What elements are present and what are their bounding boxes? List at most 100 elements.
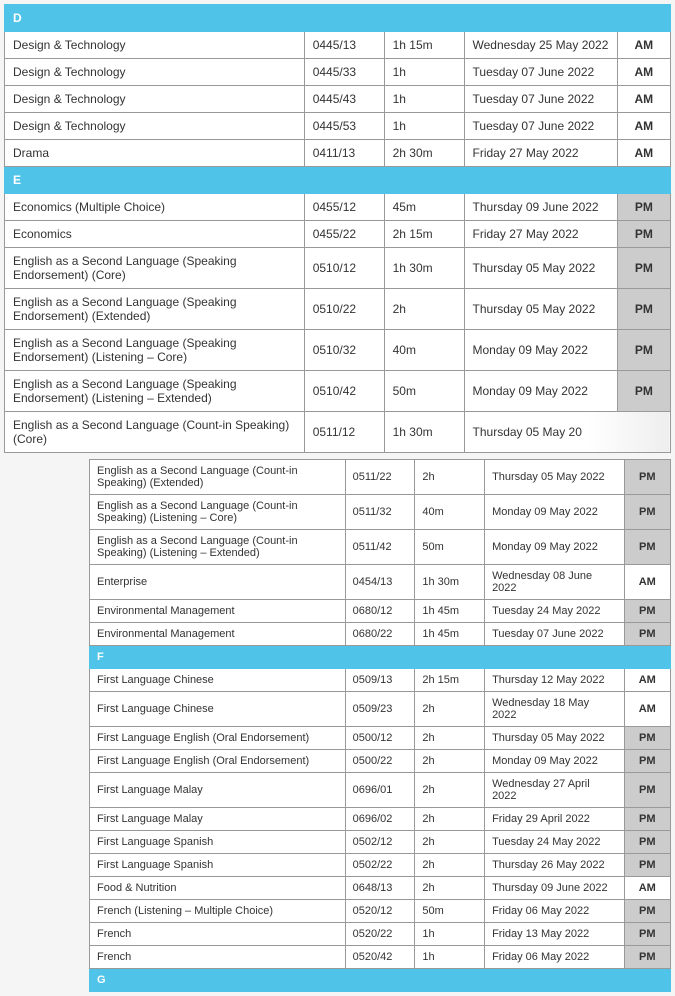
cell-subject: English as a Second Language (Speaking E…: [5, 248, 305, 289]
cell-date: Thursday 05 May 2022: [464, 248, 617, 289]
cell-subject: Environmental Management: [90, 623, 346, 646]
cell-date: Thursday 05 May 2022: [485, 727, 624, 750]
cell-duration: 1h: [415, 946, 485, 969]
cell-code: 0696/02: [345, 808, 415, 831]
cell-session: PM: [624, 773, 671, 808]
cell-date: Monday 09 May 2022: [464, 371, 617, 412]
table-row: First Language Malay0696/012hWednesday 2…: [90, 773, 671, 808]
cell-subject: French: [90, 923, 346, 946]
cell-duration: 45m: [384, 194, 464, 221]
cell-session: AM: [624, 692, 671, 727]
cell-session: AM: [617, 113, 670, 140]
cell-session: AM: [624, 877, 671, 900]
cell-subject: Food & Nutrition: [90, 877, 346, 900]
cell-duration: 50m: [415, 900, 485, 923]
cell-date: Thursday 05 May 2022: [464, 289, 617, 330]
cell-code: 0500/12: [345, 727, 415, 750]
cell-duration: 2h: [415, 808, 485, 831]
cell-date: Thursday 05 May 20: [464, 412, 670, 453]
cell-session: PM: [624, 530, 671, 565]
cell-date: Tuesday 24 May 2022: [485, 600, 624, 623]
cell-session: PM: [617, 289, 670, 330]
section-header: F: [90, 646, 671, 669]
cell-date: Friday 06 May 2022: [485, 900, 624, 923]
table-row: Design & Technology0445/531hTuesday 07 J…: [5, 113, 671, 140]
cell-subject: First Language Spanish: [90, 854, 346, 877]
cell-duration: 2h: [415, 750, 485, 773]
cell-session: PM: [624, 923, 671, 946]
cell-code: 0454/13: [345, 565, 415, 600]
cell-duration: 2h 30m: [384, 140, 464, 167]
cell-date: Wednesday 27 April 2022: [485, 773, 624, 808]
cell-code: 0502/12: [345, 831, 415, 854]
cell-code: 0510/32: [304, 330, 384, 371]
cell-date: Thursday 12 May 2022: [485, 669, 624, 692]
cell-subject: Environmental Management: [90, 600, 346, 623]
cell-duration: 50m: [415, 530, 485, 565]
cell-duration: 2h: [415, 831, 485, 854]
cell-code: 0520/12: [345, 900, 415, 923]
cell-code: 0445/33: [304, 59, 384, 86]
cell-duration: 1h 15m: [384, 32, 464, 59]
cell-session: AM: [617, 140, 670, 167]
cell-duration: 2h: [415, 773, 485, 808]
cell-code: 0511/42: [345, 530, 415, 565]
cell-date: Wednesday 18 May 2022: [485, 692, 624, 727]
cell-date: Tuesday 24 May 2022: [485, 831, 624, 854]
cell-subject: First Language English (Oral Endorsement…: [90, 750, 346, 773]
cell-date: Monday 09 May 2022: [464, 330, 617, 371]
cell-subject: English as a Second Language (Count-in S…: [90, 460, 346, 495]
cell-duration: 2h: [415, 877, 485, 900]
table-row: English as a Second Language (Count-in S…: [90, 460, 671, 495]
cell-subject: Design & Technology: [5, 32, 305, 59]
cell-code: 0520/42: [345, 946, 415, 969]
cell-duration: 2h 15m: [384, 221, 464, 248]
cell-duration: 1h: [384, 86, 464, 113]
table-row: First Language Spanish0502/222hThursday …: [90, 854, 671, 877]
cell-date: Friday 27 May 2022: [464, 140, 617, 167]
cell-code: 0520/22: [345, 923, 415, 946]
cell-duration: 1h 45m: [415, 623, 485, 646]
cell-subject: French: [90, 946, 346, 969]
section-letter: F: [90, 646, 671, 669]
cell-duration: 1h: [384, 59, 464, 86]
cell-session: PM: [624, 831, 671, 854]
cell-duration: 2h: [415, 460, 485, 495]
cell-subject: English as a Second Language (Count-in S…: [90, 495, 346, 530]
table-row: Enterprise0454/131h 30mWednesday 08 June…: [90, 565, 671, 600]
cell-date: Monday 09 May 2022: [485, 530, 624, 565]
section-letter: G: [90, 969, 671, 992]
cell-session: PM: [624, 460, 671, 495]
cell-date: Wednesday 25 May 2022: [464, 32, 617, 59]
cell-subject: Design & Technology: [5, 86, 305, 113]
cell-session: AM: [624, 565, 671, 600]
cell-date: Tuesday 07 June 2022: [464, 59, 617, 86]
cell-code: 0500/22: [345, 750, 415, 773]
cell-session: PM: [617, 371, 670, 412]
table-row: English as a Second Language (Speaking E…: [5, 289, 671, 330]
cell-session: PM: [624, 495, 671, 530]
table-row: English as a Second Language (Speaking E…: [5, 371, 671, 412]
cell-subject: English as a Second Language (Count-in S…: [90, 530, 346, 565]
cell-code: 0511/22: [345, 460, 415, 495]
section-header: D: [5, 5, 671, 32]
table-row: English as a Second Language (Count-in S…: [90, 495, 671, 530]
cell-code: 0445/43: [304, 86, 384, 113]
cell-code: 0511/32: [345, 495, 415, 530]
cell-code: 0680/12: [345, 600, 415, 623]
cell-session: PM: [624, 750, 671, 773]
cell-session: PM: [617, 221, 670, 248]
cell-subject: First Language Spanish: [90, 831, 346, 854]
table-row: English as a Second Language (Count-in S…: [90, 530, 671, 565]
cell-duration: 1h: [384, 113, 464, 140]
cell-duration: 2h: [415, 692, 485, 727]
cell-date: Monday 09 May 2022: [485, 750, 624, 773]
cell-subject: Design & Technology: [5, 113, 305, 140]
cell-session: AM: [617, 86, 670, 113]
cell-date: Tuesday 07 June 2022: [464, 86, 617, 113]
cell-session: PM: [624, 600, 671, 623]
exam-timetable-upper: DDesign & Technology0445/131h 15mWednesd…: [4, 4, 671, 453]
table-row: Environmental Management0680/121h 45mTue…: [90, 600, 671, 623]
cell-duration: 2h 15m: [415, 669, 485, 692]
table-row: First Language Spanish0502/122hTuesday 2…: [90, 831, 671, 854]
